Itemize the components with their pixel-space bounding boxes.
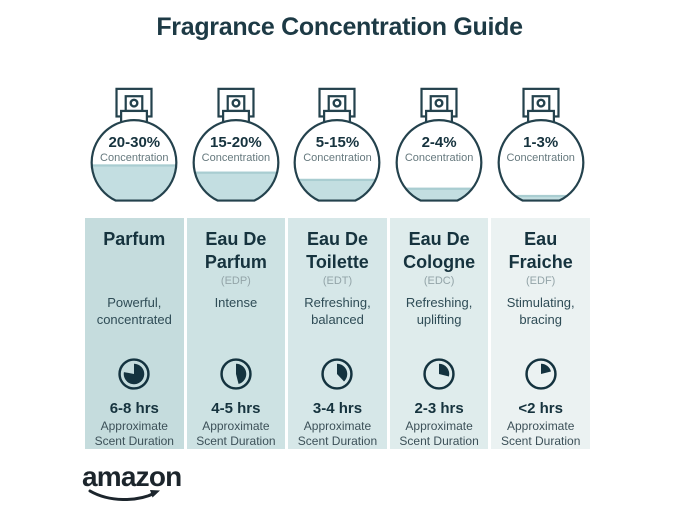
fragrance-table: Parfum Powerful, concentrated 6-8 hrs Ap…	[85, 218, 590, 449]
duration-note: Approximate Scent Duration	[196, 419, 276, 448]
concentration-percent: 5-15%	[315, 134, 360, 151]
fragrance-description: Powerful, concentrated	[96, 295, 172, 327]
fragrance-name: Eau Fraiche	[508, 229, 573, 272]
clock-icon	[420, 350, 458, 398]
column-parfum: Parfum Powerful, concentrated 6-8 hrs Ap…	[85, 218, 184, 449]
column-eau-de-parfum: Eau De Parfum (EDP) Intense 4-5 hrs Appr…	[186, 218, 286, 449]
concentration-percent: 15-20%	[210, 134, 262, 151]
column-eau-fraiche: Eau Fraiche (EDF) Stimulating, bracing <…	[491, 218, 590, 449]
concentration-label: Concentration	[100, 152, 169, 164]
concentration-label: Concentration	[404, 152, 474, 164]
duration-note: Approximate Scent Duration	[297, 419, 378, 448]
fragrance-abbr: (EDF)	[526, 275, 556, 287]
bottle-eau-de-parfum: 15-20% Concentration	[190, 86, 282, 215]
concentration-label: Concentration	[201, 152, 271, 164]
page-title: Fragrance Concentration Guide	[156, 13, 523, 41]
concentration-label: Concentration	[303, 152, 372, 164]
amazon-smile-icon	[88, 489, 160, 501]
fragrance-description: Stimulating, bracing	[506, 295, 575, 327]
perfume-bottle-icon	[192, 87, 280, 202]
perfume-bottle-icon	[294, 87, 381, 202]
concentration-percent: 20-30%	[108, 134, 161, 151]
fragrance-name: Eau De Cologne	[403, 229, 476, 272]
perfume-bottle-icon	[90, 87, 178, 202]
concentration-label: Concentration	[506, 152, 575, 164]
clock-icon	[522, 350, 560, 398]
duration-note: Approximate Scent Duration	[399, 419, 479, 448]
duration-hours: 6-8 hrs	[109, 400, 159, 417]
clock-icon	[217, 350, 255, 398]
fragrance-description: Refreshing, uplifting	[405, 295, 473, 327]
fragrance-name: Parfum	[103, 229, 166, 249]
duration-note: Approximate Scent Duration	[500, 419, 581, 448]
clock-icon	[115, 350, 153, 398]
concentration-percent: 2-4%	[421, 134, 457, 151]
amazon-logo-text: amazon	[82, 461, 182, 492]
bottle-parfum: 20-30% Concentration	[88, 86, 180, 215]
fragrance-abbr: (EDP)	[220, 275, 251, 287]
perfume-bottle-icon	[395, 87, 483, 202]
column-eau-de-toilette: Eau De Toilette (EDT) Refreshing, balanc…	[288, 218, 387, 449]
duration-hours: 4-5 hrs	[211, 400, 261, 417]
duration-hours: 3-4 hrs	[312, 400, 363, 417]
duration-hours: <2 hrs	[518, 400, 563, 417]
fragrance-description: Intense	[214, 295, 258, 310]
concentration-percent: 1-3%	[523, 134, 559, 151]
column-eau-de-cologne: Eau De Cologne (EDC) Refreshing, uplifti…	[389, 218, 489, 449]
duration-hours: 2-3 hrs	[414, 400, 464, 417]
duration-note: Approximate Scent Duration	[94, 419, 174, 448]
fragrance-description: Refreshing, balanced	[304, 295, 371, 327]
bottle-row: 20-30% Concentration 15-20% Concentratio…	[85, 86, 590, 216]
bottle-eau-de-toilette: 5-15% Concentration	[291, 86, 383, 215]
fragrance-abbr: (EDT)	[322, 275, 353, 287]
fragrance-name: Eau De Toilette	[306, 229, 369, 272]
perfume-bottle-icon	[497, 87, 585, 202]
fragrance-name: Eau De Parfum	[204, 229, 267, 272]
clock-icon	[318, 350, 356, 398]
bottle-eau-de-cologne: 2-4% Concentration	[393, 86, 485, 215]
fragrance-abbr: (EDC)	[423, 275, 455, 287]
amazon-logo: amazon	[82, 462, 192, 508]
bottle-eau-fraiche: 1-3% Concentration	[495, 86, 587, 215]
